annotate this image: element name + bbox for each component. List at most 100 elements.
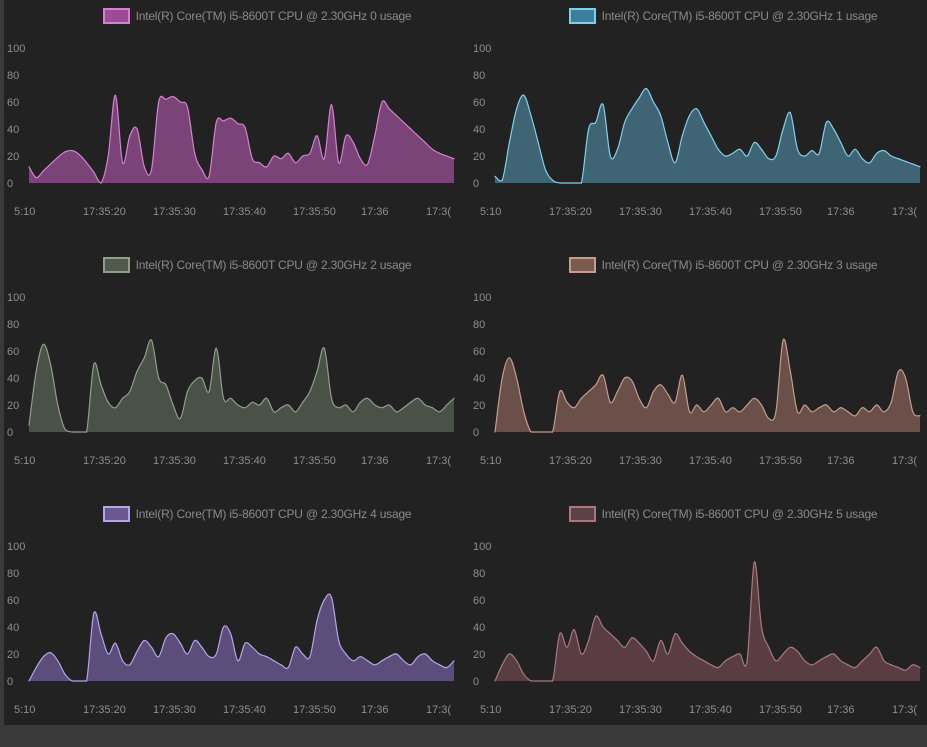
legend[interactable]: Intel(R) Core(TM) i5-8600T CPU @ 2.30GHz… xyxy=(470,257,927,273)
data-point xyxy=(179,101,181,103)
data-point xyxy=(330,596,333,598)
legend-label[interactable]: Intel(R) Core(TM) i5-8600T CPU @ 2.30GHz… xyxy=(135,507,412,521)
data-point xyxy=(696,656,698,658)
data-point xyxy=(732,407,734,409)
data-point xyxy=(215,653,217,655)
legend-swatch[interactable] xyxy=(102,506,130,522)
x-tick-label: 5:10 xyxy=(14,206,35,218)
data-point xyxy=(638,97,640,99)
data-point xyxy=(818,660,820,662)
data-point xyxy=(42,170,45,172)
data-point xyxy=(78,154,80,156)
data-point xyxy=(294,646,297,648)
data-point xyxy=(544,680,546,682)
legend-label[interactable]: Intel(R) Core(TM) i5-8600T CPU @ 2.30GHz… xyxy=(135,258,412,272)
legend-swatch[interactable] xyxy=(568,257,596,273)
data-point xyxy=(847,411,849,413)
x-tick-label: 17:35:50 xyxy=(293,704,336,716)
legend-label[interactable]: Intel(R) Core(TM) i5-8600T CPU @ 2.30GHz… xyxy=(601,507,878,521)
data-point xyxy=(107,155,109,157)
data-point xyxy=(609,633,611,635)
data-point xyxy=(309,390,311,393)
data-point xyxy=(287,152,289,154)
legend-swatch[interactable] xyxy=(102,257,130,273)
y-tick-label: 0 xyxy=(473,676,479,688)
data-point xyxy=(424,404,426,406)
data-point xyxy=(631,637,633,639)
x-tick-label: 17:35:30 xyxy=(153,704,196,716)
data-point xyxy=(150,646,153,648)
data-point xyxy=(811,411,813,413)
legend[interactable]: Intel(R) Core(TM) i5-8600T CPU @ 2.30GHz… xyxy=(4,257,470,273)
x-tick-label: 17:35:30 xyxy=(619,455,662,467)
x-tick-label: 17:3( xyxy=(892,704,917,716)
data-point xyxy=(710,404,712,406)
data-point xyxy=(403,660,405,662)
data-point xyxy=(912,163,914,165)
data-point xyxy=(876,152,878,154)
data-point xyxy=(93,363,95,366)
data-point xyxy=(688,650,691,652)
legend[interactable]: Intel(R) Core(TM) i5-8600T CPU @ 2.30GHz… xyxy=(470,506,927,522)
legend-label[interactable]: Intel(R) Core(TM) i5-8600T CPU @ 2.30GHz… xyxy=(601,258,878,272)
data-point xyxy=(78,680,80,682)
data-point xyxy=(367,163,369,165)
series-area xyxy=(29,339,454,432)
x-tick-label: 17:35:40 xyxy=(223,455,266,467)
x-tick-label: 17:35:20 xyxy=(549,206,592,218)
data-point xyxy=(114,94,116,96)
cpu-usage-chart: 100 80 60 40 20 0 5:10 17:35:20 17:35:30 17:35:4… xyxy=(7,292,455,467)
data-point xyxy=(345,135,347,137)
y-tick-label: 40 xyxy=(7,622,19,634)
data-point xyxy=(50,363,52,366)
data-point xyxy=(237,123,239,125)
data-point xyxy=(287,666,289,669)
data-point xyxy=(897,158,899,160)
y-tick-label: 0 xyxy=(7,427,13,439)
data-point xyxy=(194,380,196,382)
data-point xyxy=(782,653,784,655)
data-point xyxy=(230,633,232,635)
data-point xyxy=(674,162,676,164)
legend-swatch[interactable] xyxy=(568,506,596,522)
data-point xyxy=(172,96,174,98)
data-point xyxy=(186,106,189,108)
data-point xyxy=(410,401,412,403)
x-tick-label: 17:35:40 xyxy=(689,455,732,467)
data-point xyxy=(573,182,575,184)
data-point xyxy=(280,158,282,160)
data-point xyxy=(667,141,669,144)
x-tick-label: 17:35:30 xyxy=(153,206,196,218)
data-point xyxy=(403,407,405,409)
data-point xyxy=(688,411,691,413)
data-point xyxy=(122,397,124,399)
data-point xyxy=(280,664,282,666)
y-tick-label: 80 xyxy=(7,319,19,331)
data-point xyxy=(897,666,899,669)
data-point xyxy=(825,404,827,406)
legend-label[interactable]: Intel(R) Core(TM) i5-8600T CPU @ 2.30GHz… xyxy=(135,9,412,23)
data-point xyxy=(494,431,496,433)
data-point xyxy=(559,633,561,635)
data-point xyxy=(316,619,318,621)
x-tick-label: 5:10 xyxy=(14,455,35,467)
data-point xyxy=(681,642,683,644)
legend[interactable]: Intel(R) Core(TM) i5-8600T CPU @ 2.30GHz… xyxy=(4,8,470,24)
data-point xyxy=(782,128,784,130)
data-point xyxy=(768,417,770,420)
y-tick-label: 20 xyxy=(473,400,485,412)
legend[interactable]: Intel(R) Core(TM) i5-8600T CPU @ 2.30GHz… xyxy=(4,506,470,522)
data-point xyxy=(100,384,102,386)
x-tick-label: 5:10 xyxy=(14,704,35,716)
legend-swatch[interactable] xyxy=(568,8,596,24)
legend-swatch[interactable] xyxy=(102,8,130,24)
legend[interactable]: Intel(R) Core(TM) i5-8600T CPU @ 2.30GHz… xyxy=(470,8,927,24)
data-point xyxy=(876,404,878,406)
cpu-usage-chart: 100 80 60 40 20 0 5:10 17:35:20 17:35:30 17:35:4… xyxy=(473,541,921,716)
y-tick-label: 40 xyxy=(473,622,485,634)
legend-label[interactable]: Intel(R) Core(TM) i5-8600T CPU @ 2.30GHz… xyxy=(601,9,878,23)
x-tick-label: 17:36 xyxy=(361,206,389,218)
data-point xyxy=(537,141,539,144)
cpu-chart-panel-0: Intel(R) Core(TM) i5-8600T CPU @ 2.30GHz… xyxy=(4,0,470,249)
data-point xyxy=(796,650,799,652)
